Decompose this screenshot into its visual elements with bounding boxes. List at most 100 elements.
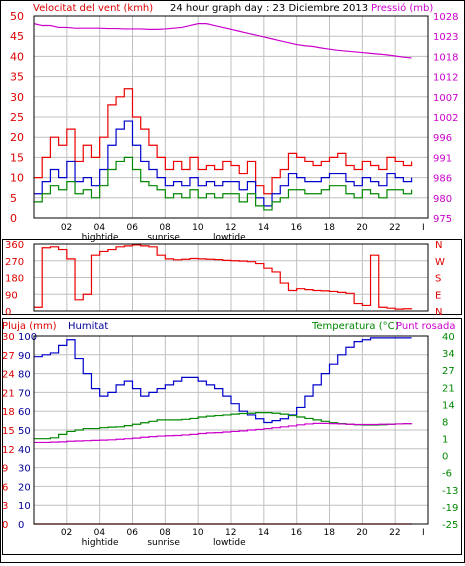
rain-y-tick-label: 30 [2,332,15,343]
pressure-line [33,23,412,59]
x-tick-label: I [422,528,425,538]
temperature-y-tick-label: 0 [442,452,448,463]
rain-y-tick-label: 24 [2,370,15,381]
wind-y-tick-label: 45 [10,30,24,43]
x-tick-label: I [422,223,425,233]
wind-y-tick-label: 10 [10,172,24,185]
temperature-y-tick-label: 40 [442,332,455,343]
compass-label: E [435,290,441,301]
x-tick-label: 22 [389,528,400,538]
wind-pressure-panel: 0510152025303540455097598098699199610021… [10,10,458,243]
wind-gust-line [34,88,413,195]
rain-y-tick-label: 18 [2,407,15,418]
temperature-y-tick-label: 27 [442,366,455,377]
wind-y-tick-label: 15 [10,151,24,164]
humidity-y-tick-label: 30 [18,464,31,475]
x-tick-label: 18 [324,528,336,538]
x-tick-label: 14 [258,528,270,538]
humidity-y-tick-label: 10 [18,501,31,512]
x-tick-label: 02 [61,223,72,233]
temperature-y-tick-label: 1 [442,435,448,446]
x-tick-label: 08 [159,223,171,233]
x-tick-label: 04 [94,528,106,538]
lower-frame [2,318,462,555]
compass-label: N [435,240,442,251]
pressure-y-tick-label: 991 [433,153,452,164]
x-tick-label: 10 [192,223,204,233]
humidity-y-tick-label: 40 [18,445,31,456]
temperature-y-tick-label: 34 [442,349,455,360]
x-tick-label: 10 [192,528,204,538]
humidity-y-tick-label: 50 [18,426,31,437]
wind-y-tick-label: 0 [10,212,17,225]
pressure-y-tick-label: 980 [433,194,452,205]
x-tick-label: 12 [225,223,236,233]
pressure-y-tick-label: 1028 [433,12,458,23]
x-tick-label: 20 [356,223,368,233]
humidity-line [34,337,412,424]
dew-point-axis-title: Punt rosada [396,321,455,332]
wind-speed-line [34,120,413,207]
pressure-y-tick-label: 1023 [433,32,458,43]
marker-label-lowtide: lowtide [213,233,246,243]
direction-border [33,243,429,312]
wind-y-tick-label: 20 [10,131,24,144]
dew-point-line [34,422,413,444]
wind-pressure-border [33,15,429,219]
direction-y-tick-label: 90 [5,290,18,301]
rain-y-tick-label: 9 [2,464,8,475]
x-tick-label: 12 [225,528,236,538]
direction-y-tick-label: 360 [5,240,24,251]
x-tick-label: 18 [324,223,336,233]
humidity-y-tick-label: 70 [18,388,31,399]
marker-label-lowtide: lowtide [213,538,246,548]
x-tick-label: 06 [127,223,139,233]
x-tick-label: 08 [159,528,171,538]
temperature-y-tick-label: 14 [442,400,455,411]
temperature-y-tick-label: -25 [442,520,458,531]
humidity-y-tick-label: 0 [18,520,24,531]
x-tick-label: 20 [356,528,368,538]
temperature-y-tick-label: 21 [442,383,455,394]
rain-axis-title: Pluja (mm) [2,321,57,332]
temperature-axis-title: Temperatura (°C) [311,321,399,332]
humidity-y-tick-label: 20 [18,482,31,493]
wind-avg-line [34,156,413,211]
compass-label: W [435,257,445,268]
marker-label-hightide: hightide [82,538,119,548]
wind-y-tick-label: 25 [10,111,24,124]
rain-y-tick-label: 27 [2,351,15,362]
rain-y-tick-label: 12 [2,445,15,456]
marker-label-sunrise: sunrise [147,233,180,243]
rain-y-tick-label: 0 [2,520,8,531]
wind-y-tick-label: 40 [10,50,24,63]
direction-frame [2,239,462,315]
rain-y-tick-label: 21 [2,388,15,399]
x-tick-label: 22 [389,223,400,233]
rain-y-tick-label: 3 [2,501,8,512]
humidity-y-tick-label: 100 [18,332,37,343]
pressure-y-tick-label: 986 [433,174,452,185]
temperature-y-tick-label: -13 [442,486,458,497]
humidity-y-tick-label: 80 [18,370,31,381]
wind-y-tick-label: 35 [10,71,24,84]
marker-label-hightide: hightide [82,233,119,243]
pressure-y-tick-label: 975 [433,214,452,225]
pressure-y-tick-label: 1018 [433,52,458,63]
temperature-y-tick-label: 8 [442,417,448,428]
wind-direction-line [34,244,413,310]
direction-y-tick-label: 180 [5,274,24,285]
pressure-y-tick-label: 1012 [433,73,458,84]
rain-y-tick-label: 15 [2,426,15,437]
direction-y-tick-label: 0 [5,307,11,318]
compass-label: S [435,274,441,285]
compass-label: N [435,307,442,318]
x-tick-label: 16 [291,528,303,538]
pressure-axis-title: Pressió (mb) [371,2,433,14]
wind-y-tick-label: 5 [10,192,17,205]
humidity-y-tick-label: 90 [18,351,31,362]
rain-y-tick-label: 6 [2,482,8,493]
